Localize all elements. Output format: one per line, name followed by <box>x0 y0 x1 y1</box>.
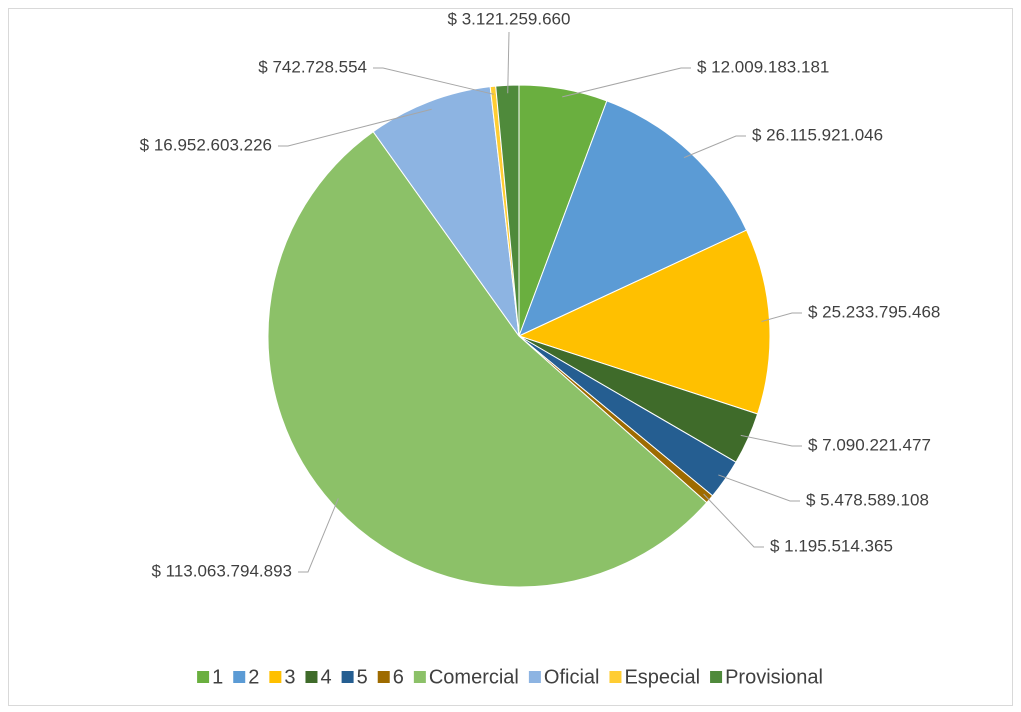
legend-label: Oficial <box>544 666 600 688</box>
legend-label: 4 <box>320 666 331 688</box>
leader-line <box>740 434 802 447</box>
leader-line <box>507 31 510 94</box>
data-label: $ 12.009.183.181 <box>697 57 829 76</box>
data-label: $ 26.115.921.046 <box>752 125 883 144</box>
leader-line <box>278 108 432 147</box>
legend-label: 2 <box>248 666 259 688</box>
leader-line <box>373 67 494 95</box>
leader-line <box>718 474 800 502</box>
legend-label: Comercial <box>429 666 519 688</box>
legend-swatch <box>341 671 354 683</box>
pie-slice <box>267 130 708 588</box>
legend: 1 2 3 4 5 6 Comercial Oficial Especial Provisiona… <box>197 666 823 688</box>
legend-swatch <box>305 671 318 683</box>
legend-swatch <box>609 671 622 683</box>
leader-line <box>761 312 802 322</box>
data-label: $ 3.121.259.660 <box>448 9 571 28</box>
leader-line <box>703 493 764 548</box>
data-label: $ 113.063.794.893 <box>151 561 292 580</box>
data-label: $ 16.952.603.226 <box>140 135 272 154</box>
legend-swatch <box>269 671 282 683</box>
pie-slice <box>518 100 748 337</box>
data-label: $ 742.728.554 <box>258 57 367 76</box>
pie-slice <box>495 84 520 337</box>
data-label: $ 7.090.221.477 <box>808 435 931 454</box>
legend-swatch <box>377 671 390 683</box>
legend-label: 3 <box>284 666 295 688</box>
legend-label: 5 <box>357 666 368 688</box>
legend-swatch <box>528 671 541 683</box>
legend-swatch <box>710 671 723 683</box>
data-label: $ 1.195.514.365 <box>770 536 893 555</box>
pie-slice <box>517 229 771 415</box>
legend-label: Provisional <box>725 666 823 688</box>
data-label: $ 25.233.795.468 <box>808 302 940 321</box>
legend-label: 1 <box>212 666 223 688</box>
pie-slice <box>372 86 520 337</box>
legend-label: 6 <box>393 666 404 688</box>
chart-border <box>8 8 1013 706</box>
legend-swatch <box>233 671 246 683</box>
leader-line <box>683 135 746 159</box>
leader-line <box>298 498 339 573</box>
leader-line <box>562 67 691 98</box>
legend-label: Especial <box>624 666 700 688</box>
legend-swatch <box>197 671 210 683</box>
legend-swatch <box>413 671 426 683</box>
data-label: $ 5.478.589.108 <box>806 490 929 509</box>
